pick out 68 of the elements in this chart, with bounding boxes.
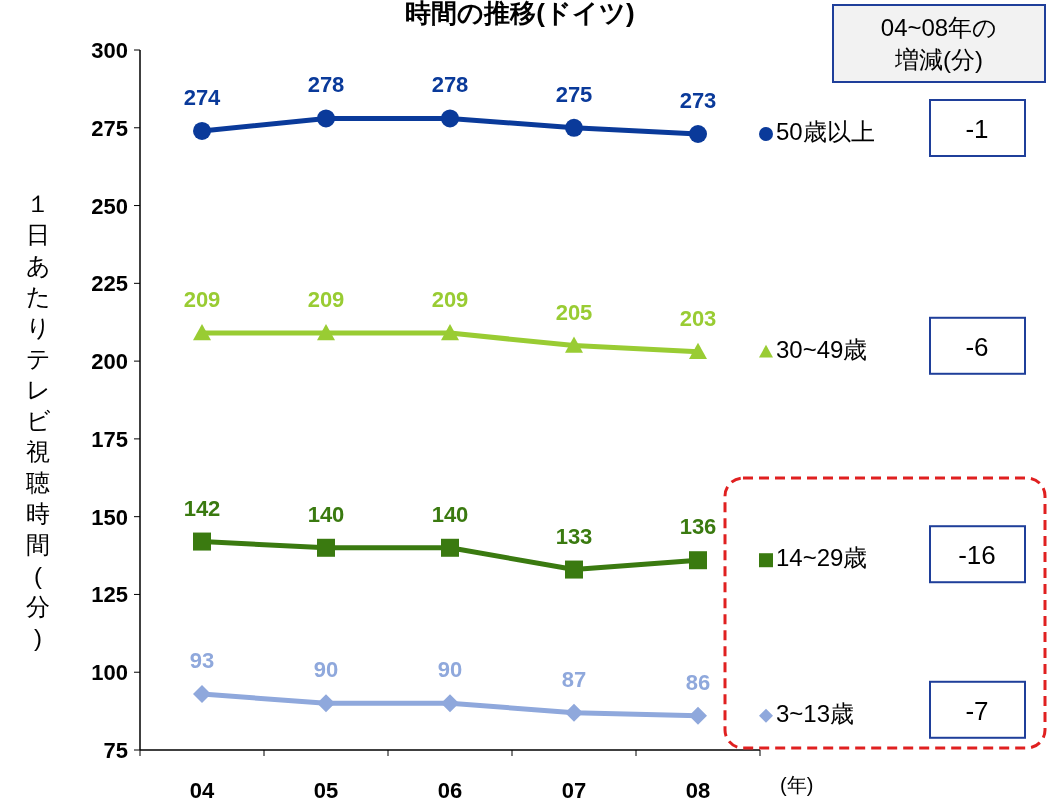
- point: [689, 342, 707, 359]
- y-tick-label: 125: [91, 582, 128, 608]
- point: [565, 560, 583, 579]
- data-label: 274: [183, 84, 222, 110]
- point: [441, 324, 459, 341]
- data-label: 136: [679, 514, 717, 540]
- point: [689, 706, 707, 725]
- y-tick-label: 175: [91, 426, 128, 452]
- point: [565, 703, 583, 722]
- point: [193, 121, 211, 140]
- text: -6: [965, 331, 989, 362]
- data-label: 142: [183, 495, 221, 521]
- data-label: 90: [313, 657, 339, 683]
- text: 04~08年の: [880, 14, 998, 41]
- legend-label: 3~13歳: [776, 699, 855, 727]
- data-label: 203: [679, 305, 717, 331]
- point: [193, 685, 211, 703]
- point: [441, 538, 459, 557]
- text: -7: [965, 695, 989, 726]
- x-axis-title: (年): [780, 774, 814, 796]
- x-tick-label: 04: [189, 778, 215, 803]
- point: [317, 694, 335, 713]
- legend-label: 14~29歳: [776, 544, 868, 572]
- data-label: 133: [555, 523, 593, 549]
- legend-label: 30~49歳: [776, 335, 868, 363]
- x-tick-label: 05: [313, 778, 339, 803]
- legend-label: 50歳以上: [776, 118, 875, 145]
- data-label: 209: [307, 287, 345, 313]
- data-label: 140: [307, 501, 345, 527]
- data-label: 275: [555, 81, 593, 107]
- data-label: 90: [437, 657, 463, 683]
- data-label: 205: [555, 299, 593, 325]
- x-tick-label: 08: [685, 778, 711, 803]
- data-label: 86: [685, 669, 711, 695]
- x-tick-label: 06: [437, 778, 463, 803]
- text: 増減(分): [894, 46, 983, 73]
- data-label: 93: [189, 648, 215, 673]
- data-label: 273: [679, 88, 717, 113]
- text: -1: [965, 114, 989, 144]
- x-tick-label: 07: [561, 778, 587, 803]
- data-label: 278: [307, 72, 345, 98]
- point: [317, 109, 335, 128]
- data-label: 140: [431, 501, 469, 527]
- point: [193, 532, 211, 551]
- data-label: 209: [431, 287, 469, 313]
- point: [565, 118, 583, 137]
- y-tick-label: 200: [91, 349, 128, 375]
- point: [689, 551, 707, 570]
- text: -16: [958, 540, 996, 571]
- point: [441, 109, 459, 128]
- y-tick-label: 225: [91, 271, 128, 297]
- point: [193, 324, 211, 341]
- text: １日あたりテレビ視聴時間(分): [25, 190, 51, 651]
- point: [689, 125, 707, 143]
- y-tick-label: 275: [91, 115, 128, 141]
- point: [565, 336, 583, 353]
- data-label: 209: [183, 287, 221, 313]
- y-tick-label: 75: [103, 738, 128, 763]
- point: [317, 538, 335, 557]
- y-tick-label: 300: [91, 38, 128, 63]
- y-tick-label: 250: [91, 193, 128, 219]
- point: [317, 324, 335, 341]
- y-tick-label: 100: [91, 660, 128, 686]
- data-label: 278: [431, 72, 469, 98]
- point: [441, 694, 459, 713]
- data-label: 87: [561, 666, 587, 692]
- y-tick-label: 150: [91, 504, 128, 530]
- chart-title: 時間の推移(ドイツ): [405, 0, 635, 28]
